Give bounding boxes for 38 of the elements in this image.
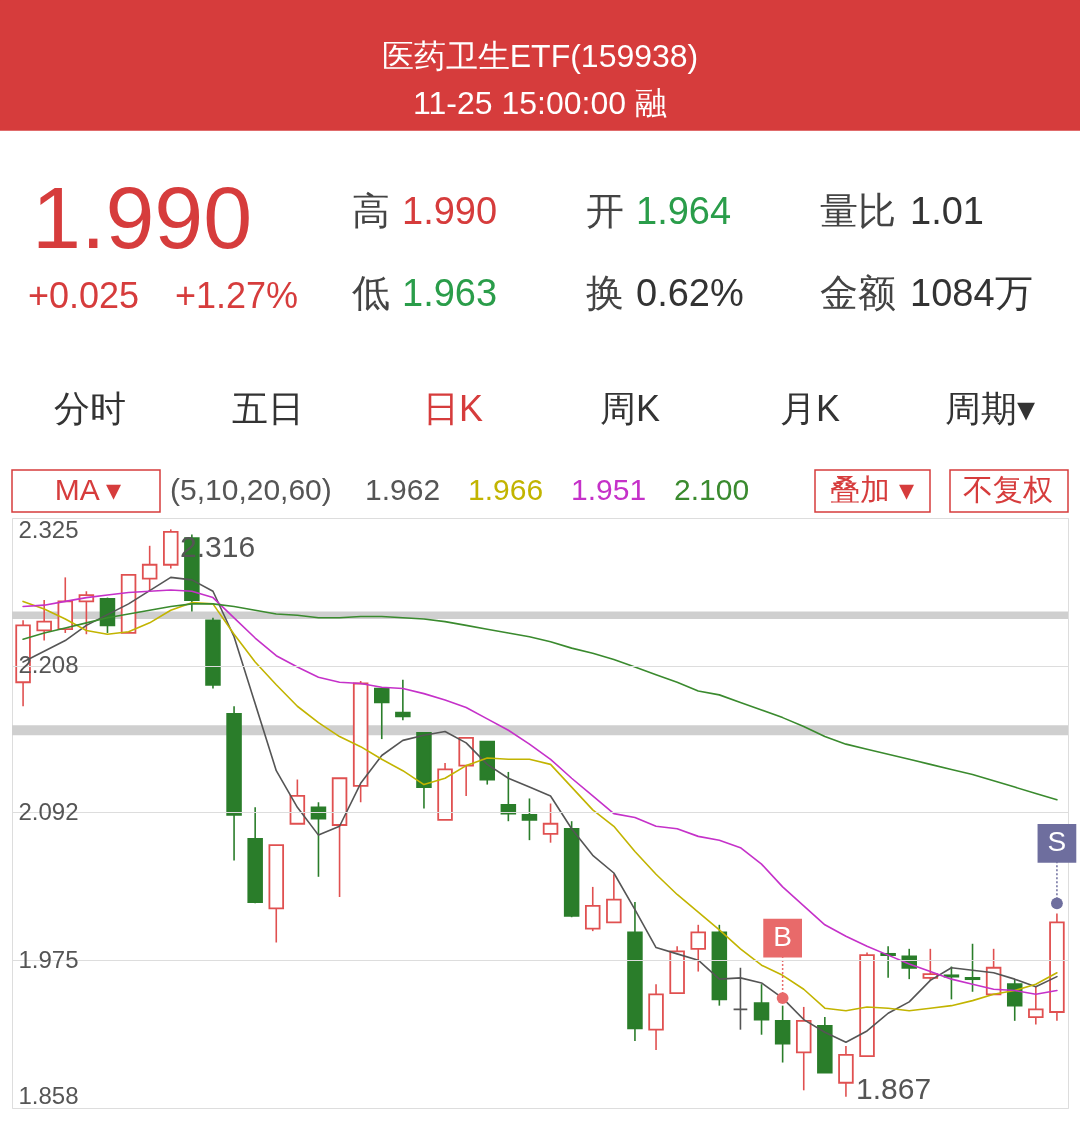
data-label: S [1047,826,1067,858]
text: 2.100 [674,473,750,506]
text: 日K [422,388,484,429]
text: 量比 [820,190,896,232]
text: 1.01 [910,190,984,232]
text: 1084万 [910,272,1033,314]
chart-title: 医药卫生ETF(159938) [381,38,699,74]
text: 高 [352,190,390,232]
text: 换 [586,272,624,314]
text: 0.62% [636,272,744,314]
text: 开 [586,190,624,232]
y-tick-label: 1.975 [18,945,79,973]
text: 1.962 [365,473,441,506]
text: 1.963 [402,272,498,314]
y-tick-label: 2.092 [18,797,79,825]
text: 不复权 [963,473,1053,506]
text: 分时 [54,388,126,429]
text: 金额 [820,272,896,314]
text: 1.990 [402,190,498,232]
text: 1.966 [468,473,544,506]
text: 月K [779,388,841,429]
data-label: B [773,921,792,953]
text: 叠加 ▾ [830,473,914,506]
text: 1.964 [636,190,732,232]
y-tick-label: 2.325 [18,515,79,543]
text: 1.990 [32,168,253,267]
text: 周K [599,388,661,429]
text: 低 [352,272,390,314]
y-tick-label: 1.858 [18,1081,79,1109]
text: 1.951 [571,473,647,506]
chart-subtitle: 11-25 15:00:00 融 [413,85,667,121]
annotation: 1.867 [856,1072,932,1105]
text: +1.27% [175,275,299,316]
text: +0.025 [28,275,140,316]
text: MA ▾ [54,473,122,506]
text: 五日 [232,388,304,429]
text: 周期▾ [945,388,1035,429]
text: (5,10,20,60) [170,473,332,506]
